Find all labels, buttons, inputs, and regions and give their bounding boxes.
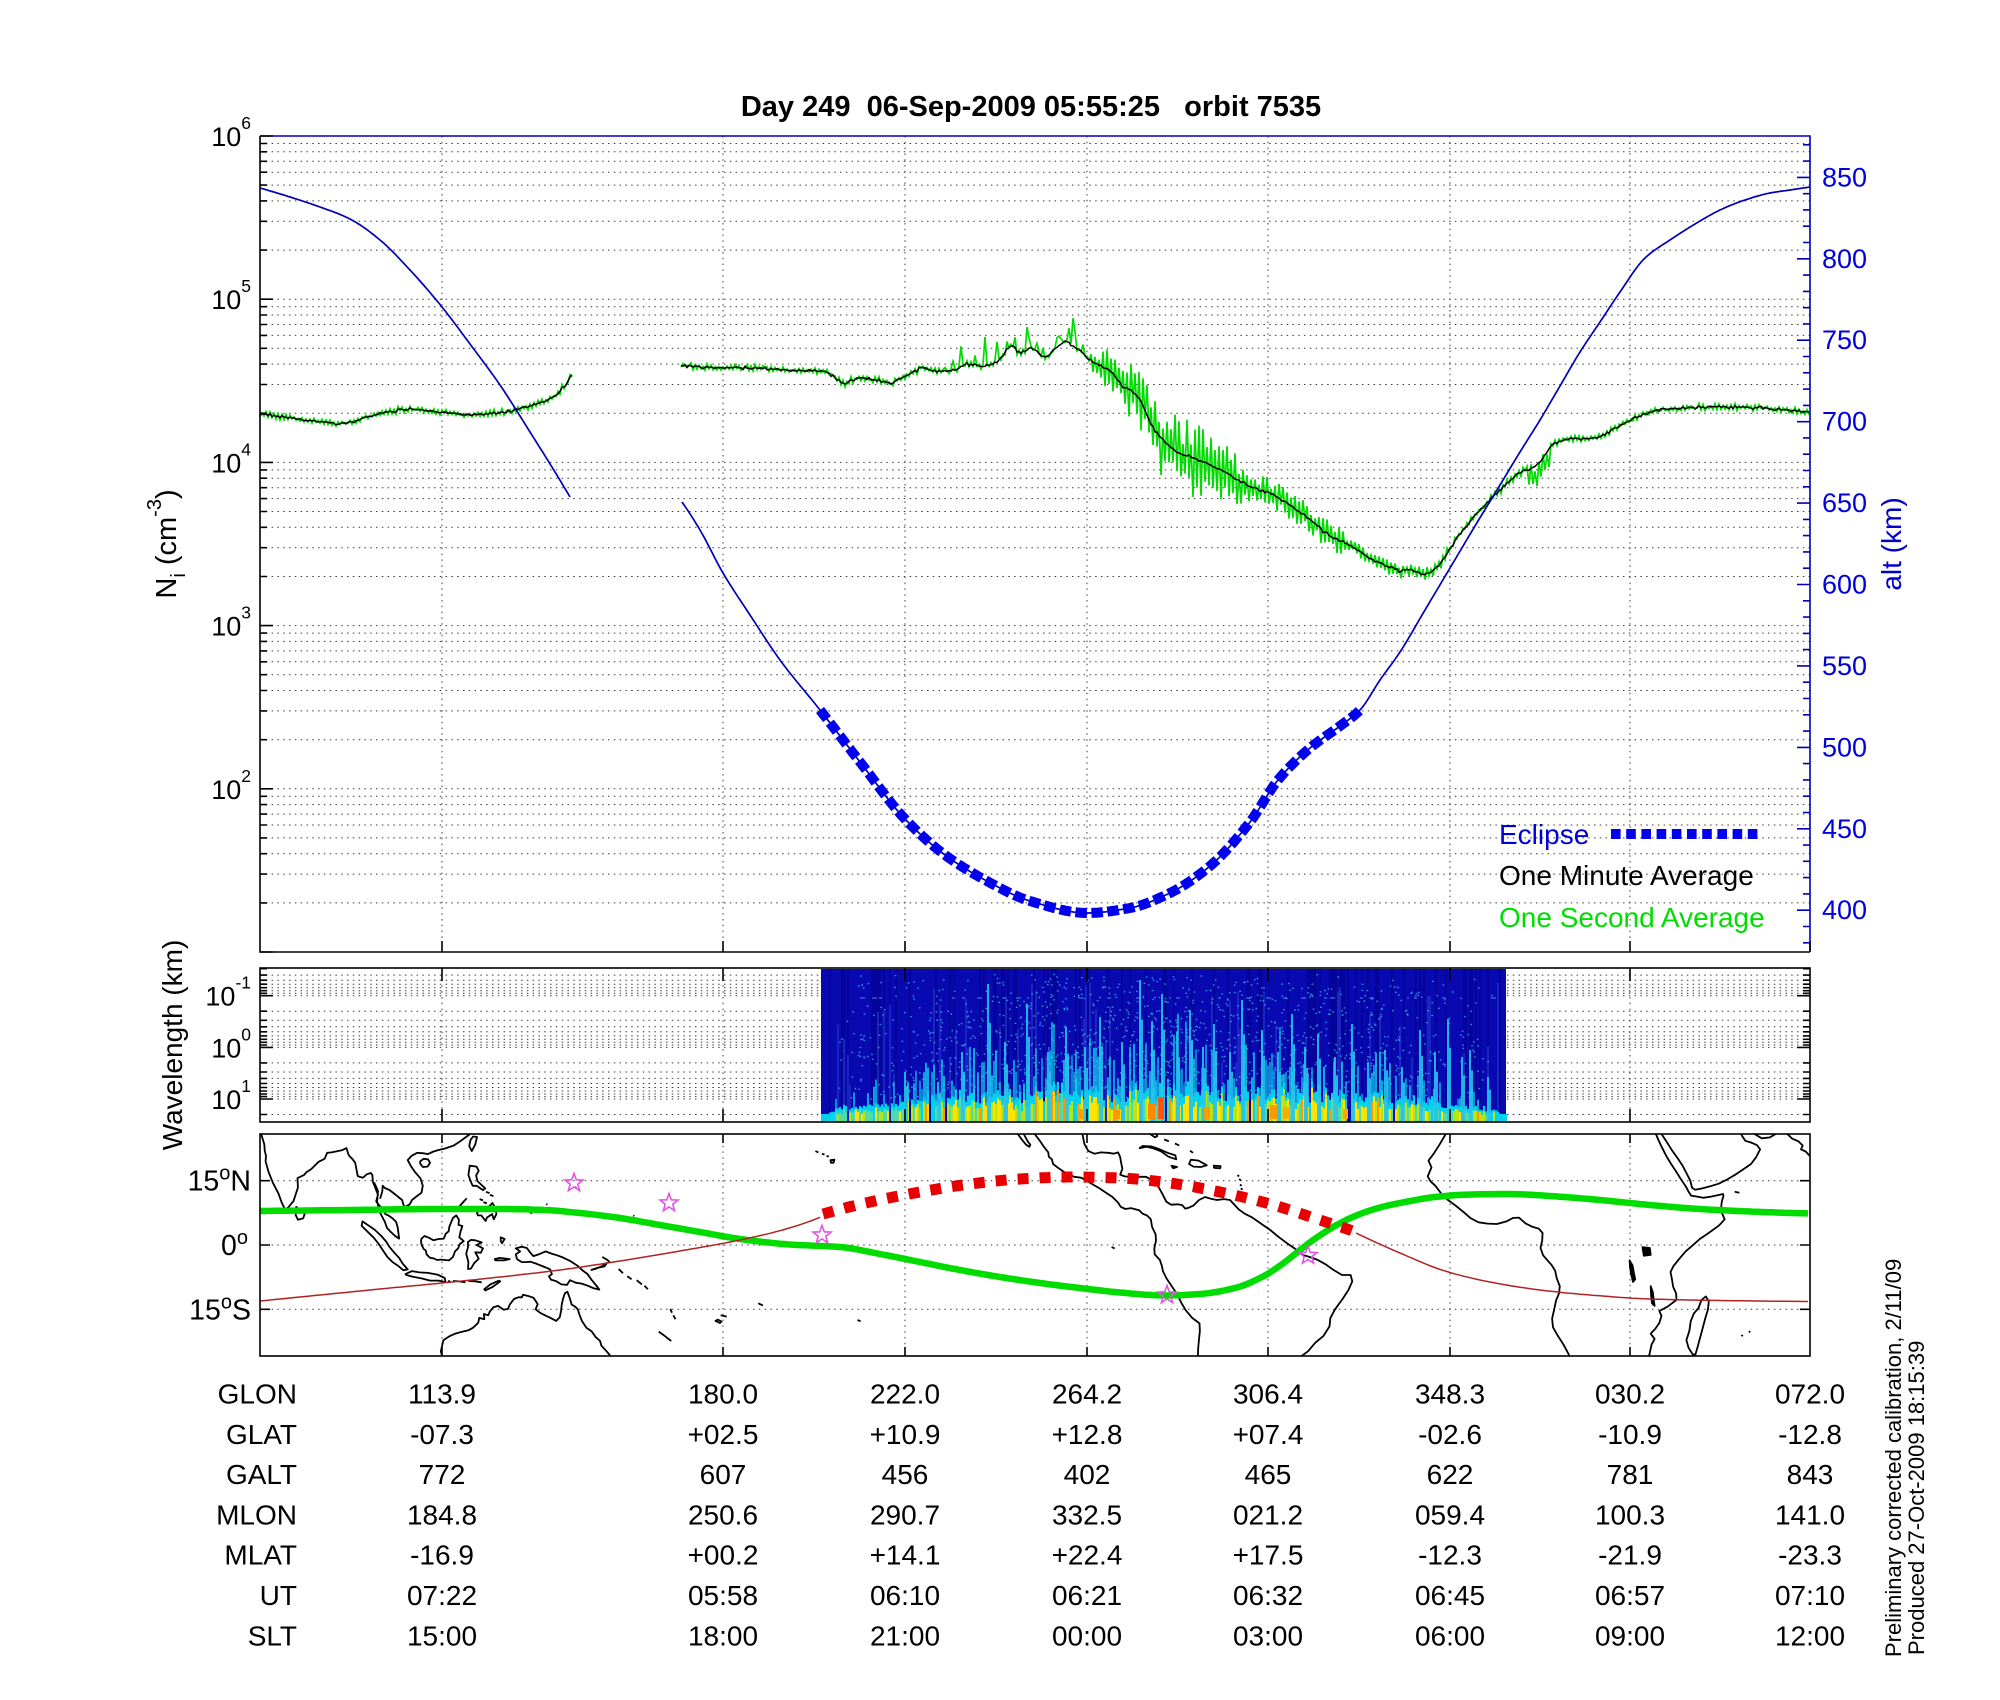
svg-text:781: 781 bbox=[1607, 1459, 1654, 1490]
svg-text:700: 700 bbox=[1822, 407, 1867, 437]
svg-text:622: 622 bbox=[1427, 1459, 1474, 1490]
svg-text:UT: UT bbox=[260, 1580, 297, 1611]
svg-text:348.3: 348.3 bbox=[1415, 1379, 1485, 1410]
svg-text:+12.8: +12.8 bbox=[1052, 1419, 1123, 1450]
svg-text:+10.9: +10.9 bbox=[870, 1419, 941, 1450]
svg-text:Wavelength (km): Wavelength (km) bbox=[157, 940, 188, 1151]
svg-text:-07.3: -07.3 bbox=[410, 1419, 474, 1450]
svg-text:306.4: 306.4 bbox=[1233, 1379, 1303, 1410]
svg-text:180.0: 180.0 bbox=[688, 1379, 758, 1410]
svg-text:Preliminary corrected calibrat: Preliminary corrected calibration, 2/11/… bbox=[1881, 1259, 1906, 1657]
svg-text:03:00: 03:00 bbox=[1233, 1620, 1303, 1651]
svg-text:141.0: 141.0 bbox=[1775, 1499, 1845, 1530]
svg-text:072.0: 072.0 bbox=[1775, 1379, 1845, 1410]
svg-text:One Minute Average: One Minute Average bbox=[1499, 860, 1754, 891]
svg-text:650: 650 bbox=[1822, 488, 1867, 518]
svg-text:-10.9: -10.9 bbox=[1598, 1419, 1662, 1450]
svg-text:456: 456 bbox=[882, 1459, 929, 1490]
svg-text:05:58: 05:58 bbox=[688, 1580, 758, 1611]
svg-text:113.9: 113.9 bbox=[408, 1379, 476, 1410]
svg-text:850: 850 bbox=[1822, 162, 1867, 192]
svg-text:SLT: SLT bbox=[248, 1620, 297, 1651]
svg-text:18:00: 18:00 bbox=[688, 1620, 758, 1651]
svg-text:059.4: 059.4 bbox=[1415, 1499, 1485, 1530]
svg-text:100.3: 100.3 bbox=[1595, 1499, 1665, 1530]
svg-text:15oS: 15oS bbox=[189, 1291, 251, 1326]
svg-text:332.5: 332.5 bbox=[1052, 1499, 1122, 1530]
svg-text:104: 104 bbox=[211, 439, 251, 478]
svg-text:Produced 27-Oct-2009 18:15:39: Produced 27-Oct-2009 18:15:39 bbox=[1904, 1341, 1929, 1655]
svg-text:550: 550 bbox=[1822, 651, 1867, 681]
svg-text:184.8: 184.8 bbox=[407, 1499, 477, 1530]
svg-text:030.2: 030.2 bbox=[1595, 1379, 1665, 1410]
svg-text:402: 402 bbox=[1064, 1459, 1111, 1490]
svg-text:+02.5: +02.5 bbox=[688, 1419, 759, 1450]
svg-text:021.2: 021.2 bbox=[1233, 1499, 1303, 1530]
svg-text:Eclipse: Eclipse bbox=[1499, 819, 1589, 850]
svg-text:MLON: MLON bbox=[216, 1499, 297, 1530]
svg-text:MLAT: MLAT bbox=[224, 1540, 297, 1571]
svg-text:+07.4: +07.4 bbox=[1233, 1419, 1304, 1450]
svg-text:15oN: 15oN bbox=[188, 1163, 251, 1198]
svg-text:06:10: 06:10 bbox=[870, 1580, 940, 1611]
svg-text:800: 800 bbox=[1822, 244, 1867, 274]
svg-text:07:22: 07:22 bbox=[407, 1580, 477, 1611]
svg-text:-21.9: -21.9 bbox=[1598, 1540, 1662, 1571]
svg-text:500: 500 bbox=[1822, 732, 1867, 762]
svg-text:GLON: GLON bbox=[218, 1379, 297, 1410]
svg-text:06:32: 06:32 bbox=[1233, 1580, 1303, 1611]
svg-text:400: 400 bbox=[1822, 895, 1867, 925]
svg-text:06:21: 06:21 bbox=[1052, 1580, 1122, 1611]
svg-text:843: 843 bbox=[1787, 1459, 1834, 1490]
svg-text:Day 249 06-Sep-2009 05:55:25: Day 249 06-Sep-2009 05:55:25 orbit 7535 bbox=[741, 91, 1321, 123]
svg-text:GALT: GALT bbox=[226, 1459, 297, 1490]
svg-text:GLAT: GLAT bbox=[226, 1419, 297, 1450]
svg-text:06:45: 06:45 bbox=[1415, 1580, 1485, 1611]
svg-text:600: 600 bbox=[1822, 570, 1867, 600]
svg-text:250.6: 250.6 bbox=[688, 1499, 758, 1530]
svg-text:One Second Average: One Second Average bbox=[1499, 902, 1765, 933]
svg-text:103: 103 bbox=[211, 603, 251, 642]
svg-text:0o: 0o bbox=[221, 1227, 248, 1262]
svg-text:100: 100 bbox=[211, 1024, 251, 1063]
svg-text:12:00: 12:00 bbox=[1775, 1620, 1845, 1651]
svg-text:222.0: 222.0 bbox=[870, 1379, 940, 1410]
svg-text:alt (km): alt (km) bbox=[1876, 497, 1907, 590]
svg-text:+00.2: +00.2 bbox=[688, 1540, 759, 1571]
svg-text:-16.9: -16.9 bbox=[410, 1540, 474, 1571]
svg-text:-23.3: -23.3 bbox=[1778, 1540, 1842, 1571]
svg-text:264.2: 264.2 bbox=[1052, 1379, 1122, 1410]
svg-text:290.7: 290.7 bbox=[870, 1499, 940, 1530]
svg-text:106: 106 bbox=[211, 113, 251, 152]
svg-text:+14.1: +14.1 bbox=[870, 1540, 941, 1571]
svg-text:+17.5: +17.5 bbox=[1233, 1540, 1304, 1571]
svg-text:772: 772 bbox=[419, 1459, 466, 1490]
svg-text:-02.6: -02.6 bbox=[1418, 1419, 1482, 1450]
svg-text:15:00: 15:00 bbox=[407, 1620, 477, 1651]
svg-text:101: 101 bbox=[211, 1076, 251, 1115]
svg-text:09:00: 09:00 bbox=[1595, 1620, 1665, 1651]
svg-text:21:00: 21:00 bbox=[870, 1620, 940, 1651]
svg-text:465: 465 bbox=[1245, 1459, 1292, 1490]
svg-text:750: 750 bbox=[1822, 325, 1867, 355]
svg-text:-12.8: -12.8 bbox=[1778, 1419, 1842, 1450]
svg-text:105: 105 bbox=[211, 276, 251, 315]
svg-text:06:00: 06:00 bbox=[1415, 1620, 1485, 1651]
svg-text:-12.3: -12.3 bbox=[1418, 1540, 1482, 1571]
svg-text:Ni (cm-3): Ni (cm-3) bbox=[144, 489, 190, 598]
svg-text:+22.4: +22.4 bbox=[1052, 1540, 1123, 1571]
svg-text:06:57: 06:57 bbox=[1595, 1580, 1665, 1611]
svg-text:102: 102 bbox=[211, 766, 251, 805]
svg-text:450: 450 bbox=[1822, 814, 1867, 844]
svg-text:607: 607 bbox=[700, 1459, 747, 1490]
svg-text:10-1: 10-1 bbox=[205, 973, 251, 1012]
svg-text:07:10: 07:10 bbox=[1775, 1580, 1845, 1611]
svg-text:00:00: 00:00 bbox=[1052, 1620, 1122, 1651]
